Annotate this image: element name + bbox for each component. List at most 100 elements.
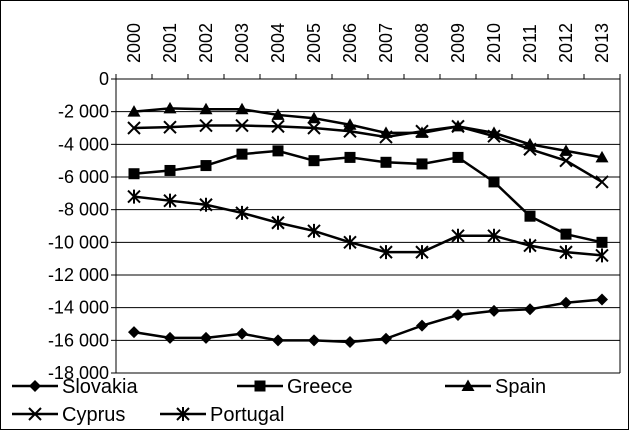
x-tick-label: 2007	[376, 23, 396, 63]
y-tick-label: -14 000	[48, 298, 109, 318]
x-tick-label: 2005	[304, 23, 324, 63]
legend: Slovakia Greece Spain Cyprus Portugal	[12, 376, 546, 426]
data-point-slovakia	[596, 293, 608, 306]
data-point-spain	[271, 108, 285, 120]
data-point-slovakia	[200, 331, 212, 344]
data-point-spain	[199, 102, 213, 115]
legend-label: Greece	[287, 376, 353, 398]
data-point-cyprus	[415, 124, 429, 138]
data-point-greece	[416, 158, 428, 170]
legend-item-greece: Greece	[237, 376, 353, 398]
data-point-greece	[344, 151, 356, 163]
series-line-greece	[133, 149, 603, 244]
legend-item-spain: Spain	[445, 376, 546, 398]
x-tick-label: 2001	[160, 23, 180, 63]
series-line-cyprus	[133, 124, 603, 183]
series-line-slovakia	[133, 298, 603, 344]
x-tick-label: 2000	[124, 23, 144, 63]
y-tick-label: 0	[99, 69, 109, 89]
x-tick-label: 2013	[592, 23, 612, 63]
x-tick-label: 2006	[340, 23, 360, 63]
data-point-slovakia	[236, 327, 248, 340]
x-tick-label: 2003	[232, 23, 252, 63]
data-point-slovakia	[560, 296, 572, 309]
data-point-cyprus	[127, 121, 141, 135]
data-point-cyprus	[307, 121, 321, 135]
data-point-spain	[559, 144, 573, 156]
data-point-greece	[524, 210, 536, 222]
data-point-spain	[127, 105, 141, 117]
y-tick-label: -8 000	[58, 200, 109, 220]
data-point-portugal	[595, 248, 609, 263]
x-tick-label: 2004	[268, 23, 288, 63]
x-tick-label: 2010	[484, 23, 504, 63]
x-tick-label: 2011	[520, 24, 540, 63]
data-point-slovakia	[524, 303, 536, 316]
data-point-portugal	[235, 205, 249, 220]
data-point-portugal	[559, 245, 573, 260]
data-point-greece	[200, 160, 212, 172]
series-portugal	[127, 189, 609, 263]
legend-marker-spain	[461, 379, 475, 391]
data-point-portugal	[163, 193, 177, 208]
data-point-spain	[307, 111, 321, 124]
data-point-cyprus	[199, 118, 213, 133]
y-tick-label: -2 000	[58, 102, 109, 122]
x-tick-label: 2009	[448, 23, 468, 63]
x-tick-label: 2002	[196, 23, 216, 63]
data-point-slovakia	[128, 326, 140, 339]
legend-item-portugal: Portugal	[160, 404, 285, 426]
data-point-cyprus	[235, 118, 249, 133]
legend-label: Spain	[495, 376, 546, 398]
series-cyprus	[127, 118, 609, 189]
data-point-cyprus	[163, 120, 177, 134]
data-point-cyprus	[487, 129, 501, 143]
data-point-cyprus	[271, 119, 285, 134]
series-line-spain	[133, 107, 603, 159]
data-point-greece	[488, 176, 500, 188]
legend-label: Slovakia	[62, 376, 138, 398]
data-point-slovakia	[488, 304, 500, 317]
data-point-portugal	[271, 215, 285, 230]
legend-marker-greece	[254, 380, 266, 392]
data-point-portugal	[379, 245, 393, 260]
data-point-greece	[452, 151, 464, 163]
data-point-greece	[164, 164, 176, 176]
legend-item-cyprus: Cyprus	[12, 404, 125, 426]
data-point-cyprus	[343, 124, 357, 138]
data-point-greece	[128, 168, 140, 180]
y-tick-label: -6 000	[58, 167, 109, 187]
y-tick-label: -4 000	[58, 134, 109, 154]
series-line-portugal	[133, 195, 603, 257]
data-point-spain	[595, 150, 609, 163]
data-point-slovakia	[344, 335, 356, 348]
data-point-slovakia	[416, 319, 428, 332]
data-point-greece	[308, 155, 320, 167]
data-point-greece	[596, 236, 608, 248]
legend-item-slovakia: Slovakia	[12, 376, 138, 398]
data-point-portugal	[199, 197, 213, 212]
legend-marker-cyprus	[28, 407, 42, 421]
data-point-greece	[380, 156, 392, 168]
data-point-greece	[236, 148, 248, 160]
data-point-slovakia	[380, 332, 392, 345]
series-greece	[128, 145, 608, 248]
x-tick-label: 2008	[412, 23, 432, 63]
data-point-cyprus	[379, 130, 393, 144]
series-spain	[127, 101, 609, 163]
data-point-cyprus	[451, 119, 465, 134]
data-point-cyprus	[559, 153, 573, 168]
data-point-portugal	[487, 228, 501, 243]
data-point-cyprus	[595, 175, 609, 189]
x-tick-label: 2012	[556, 23, 576, 63]
data-point-greece	[560, 228, 572, 240]
series-slovakia	[128, 293, 608, 348]
legend-marker-slovakia	[29, 380, 41, 392]
data-point-slovakia	[308, 334, 320, 347]
y-tick-label: -16 000	[48, 330, 109, 350]
data-point-portugal	[127, 189, 141, 204]
data-point-portugal	[451, 228, 465, 243]
data-point-spain	[235, 102, 249, 115]
